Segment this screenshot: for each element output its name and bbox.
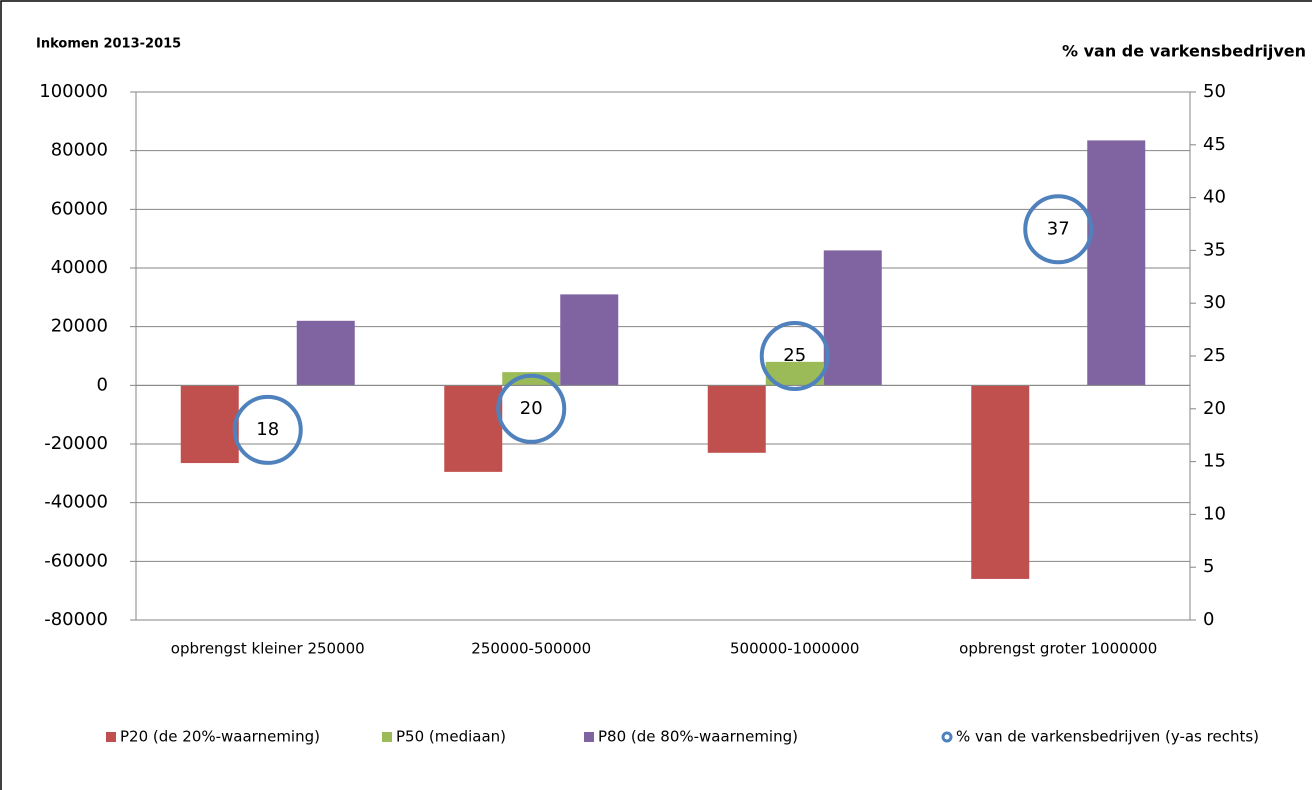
legend-marker [941, 731, 953, 743]
bar [823, 250, 882, 386]
bar [296, 320, 355, 386]
bar [444, 385, 503, 472]
y2-tick-label: 20 [1203, 398, 1226, 419]
data-label: 25 [783, 345, 806, 366]
data-label: 18 [256, 419, 279, 440]
y2-tick-label: 30 [1203, 292, 1226, 313]
y-tick-label: 60000 [51, 198, 108, 219]
marker [232, 394, 303, 465]
chart-title: Inkomen 2013-2015 [36, 37, 181, 52]
data-label: 37 [1047, 218, 1070, 239]
y2-axis-title: % van de varkensbedrijven [1062, 42, 1306, 61]
data-label: 20 [520, 398, 543, 419]
legend-label: P80 (de 80%-waarneming) [598, 728, 798, 746]
y-tick-label: -80000 [44, 609, 108, 630]
x-tick-label: opbrengst groter 1000000 [959, 640, 1157, 658]
legend-label: P50 (mediaan) [396, 728, 506, 746]
y2-tick-label: 0 [1203, 609, 1214, 630]
marker [759, 321, 830, 391]
legend-marker [106, 732, 116, 742]
bar [1087, 140, 1146, 386]
y-tick-label: 0 [97, 374, 108, 395]
y-tick-label: -60000 [44, 550, 108, 571]
y2-tick-label: 5 [1203, 556, 1214, 577]
marker [1023, 194, 1094, 265]
y-tick-label: 40000 [51, 257, 108, 278]
y-tick-label: 80000 [51, 140, 108, 161]
y-tick-label: -40000 [44, 492, 108, 513]
y2-tick-label: 10 [1203, 503, 1226, 524]
y2-tick-label: 15 [1203, 451, 1226, 472]
y-tick-label: 20000 [51, 316, 108, 337]
y2-tick-label: 50 [1203, 81, 1226, 102]
x-tick-label: 250000-500000 [471, 640, 591, 658]
legend-label: P20 (de 20%-waarneming) [120, 728, 320, 746]
bar [560, 294, 619, 386]
bar [765, 361, 824, 386]
y-tick-label: -20000 [44, 433, 108, 454]
bar [502, 372, 561, 386]
y2-tick-label: 45 [1203, 134, 1226, 155]
bar [971, 385, 1030, 579]
x-tick-label: opbrengst kleiner 250000 [171, 640, 365, 658]
y2-tick-label: 35 [1203, 239, 1226, 260]
bar [707, 385, 766, 453]
marker [496, 373, 567, 444]
bar [180, 385, 239, 464]
legend-marker [382, 732, 392, 742]
x-tick-label: 500000-1000000 [730, 640, 859, 658]
y2-tick-label: 40 [1203, 187, 1226, 208]
y-tick-label: 100000 [39, 81, 108, 102]
y2-tick-label: 25 [1203, 345, 1226, 366]
legend-label: % van de varkensbedrijven (y-as rechts) [956, 728, 1259, 746]
legend-marker [584, 732, 594, 742]
